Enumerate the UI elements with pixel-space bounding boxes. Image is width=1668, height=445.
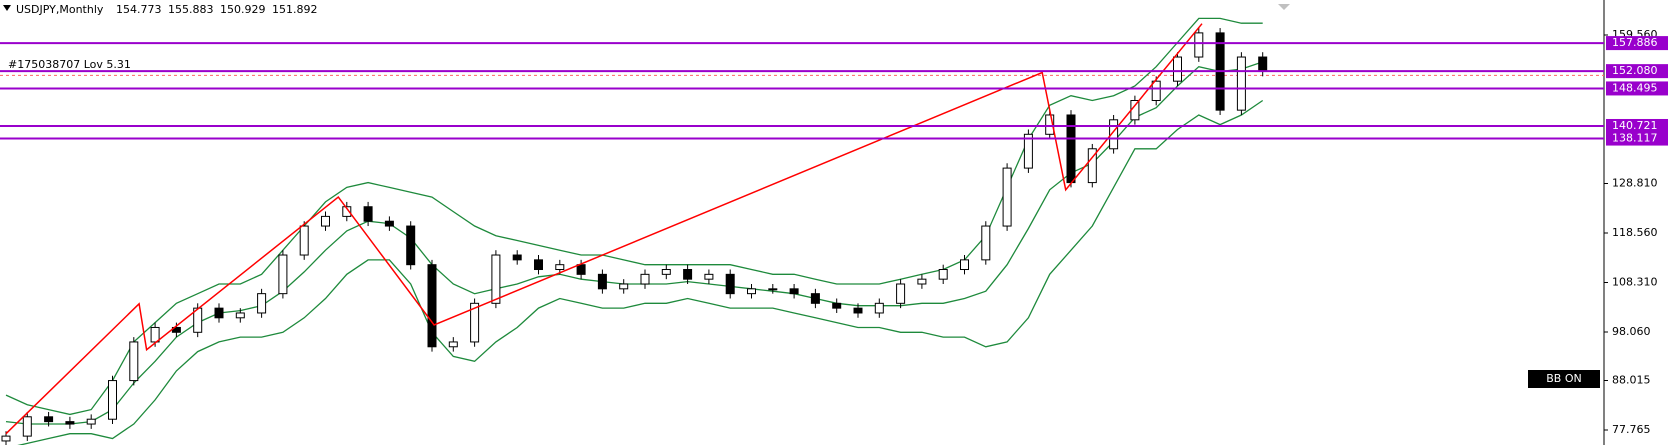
candle-bull (342, 206, 352, 217)
badge-box (1528, 370, 1600, 388)
candle-bull (448, 341, 458, 348)
candle-bull (1002, 167, 1012, 227)
candle-bull (938, 269, 948, 280)
level-label: 152.080 (1612, 64, 1658, 77)
level-label-box (1606, 81, 1668, 96)
level-label-box (1606, 131, 1668, 146)
candle-bear (363, 206, 373, 222)
candle-bear (683, 269, 693, 280)
candle-bull (917, 278, 927, 285)
candle-bull (86, 418, 96, 425)
y-tick-label: 118.560 (1612, 226, 1658, 239)
candle-bull (235, 312, 245, 319)
candle-bull (704, 273, 714, 280)
candle-bull (1087, 148, 1097, 184)
bollinger-upper (5, 17, 1263, 416)
header-value: 151.892 (272, 3, 318, 16)
candle-bull (747, 288, 756, 295)
candle-bull (661, 269, 671, 275)
candle-bull (1173, 56, 1182, 82)
candle-bull (896, 283, 906, 304)
candle-bear (597, 273, 607, 290)
level-label-box (1606, 64, 1668, 79)
candle-bull (1023, 133, 1033, 169)
badge: BB ON (1546, 372, 1581, 385)
y-tick-label: 128.810 (1612, 177, 1658, 190)
candle-bull (321, 215, 330, 227)
shift-marker (1278, 4, 1290, 10)
candle-bull (150, 326, 160, 343)
candle-bear (384, 220, 394, 227)
y-tick-label: 108.310 (1612, 276, 1658, 289)
header-value: 155.883 (168, 3, 214, 16)
y-tick-label: 98.060 (1612, 325, 1651, 338)
candle-bull (981, 225, 991, 261)
candle-bear (725, 273, 735, 295)
level-label: 138.117 (1612, 132, 1658, 145)
menu-arrow[interactable] (3, 5, 11, 11)
candle-bull (257, 293, 267, 314)
candle-bull (768, 288, 778, 291)
candle-bull (1109, 119, 1119, 150)
header-value: 154.773 (116, 3, 162, 16)
level-label-box (1606, 118, 1668, 133)
level-label-box (1606, 36, 1668, 51)
candle-bear (853, 307, 863, 314)
header-value: 150.929 (220, 3, 266, 16)
candle-bull (1236, 56, 1246, 111)
candle-bull (1194, 32, 1204, 58)
candle-bull (22, 416, 32, 437)
candle-bear (810, 293, 820, 304)
candle-bear (832, 302, 842, 309)
zigzag (5, 23, 1203, 435)
candle-bull (108, 380, 117, 420)
chart-title: USDJPY,Monthly (16, 3, 104, 16)
candle-bear (214, 307, 224, 319)
candle-bull (299, 225, 309, 256)
bollinger-lower (17, 99, 1264, 445)
annotation: #175038707 Lov 5.31 (8, 58, 131, 71)
candle-bear (406, 225, 416, 266)
candle-bull (640, 273, 650, 285)
candle-bull (470, 302, 480, 343)
candle-bear (65, 421, 75, 425)
candle-bear (534, 259, 543, 271)
candle-bear (44, 416, 54, 423)
candle-bull (491, 254, 501, 304)
candle-bear (789, 288, 799, 295)
candle-bull (874, 302, 884, 314)
candle-bull (278, 254, 288, 295)
level-label: 148.495 (1612, 81, 1658, 94)
level-label: 157.886 (1612, 36, 1658, 49)
y-tick-label: 77.765 (1612, 423, 1651, 436)
level-label: 140.721 (1612, 119, 1658, 132)
candle-bull (1, 435, 11, 442)
candle-bull (619, 283, 629, 290)
candle-bear (512, 254, 522, 261)
candle-bear (1258, 56, 1268, 73)
candle-bear (576, 264, 586, 275)
candle-bull (1045, 114, 1055, 135)
y-tick-label: 88.015 (1612, 374, 1651, 387)
candle-bull (960, 259, 969, 271)
candle-bull (1151, 80, 1161, 101)
candle-bull (129, 341, 139, 382)
candle-bull (1130, 99, 1140, 121)
candle-bull (555, 264, 565, 271)
candle-bear (427, 264, 437, 348)
